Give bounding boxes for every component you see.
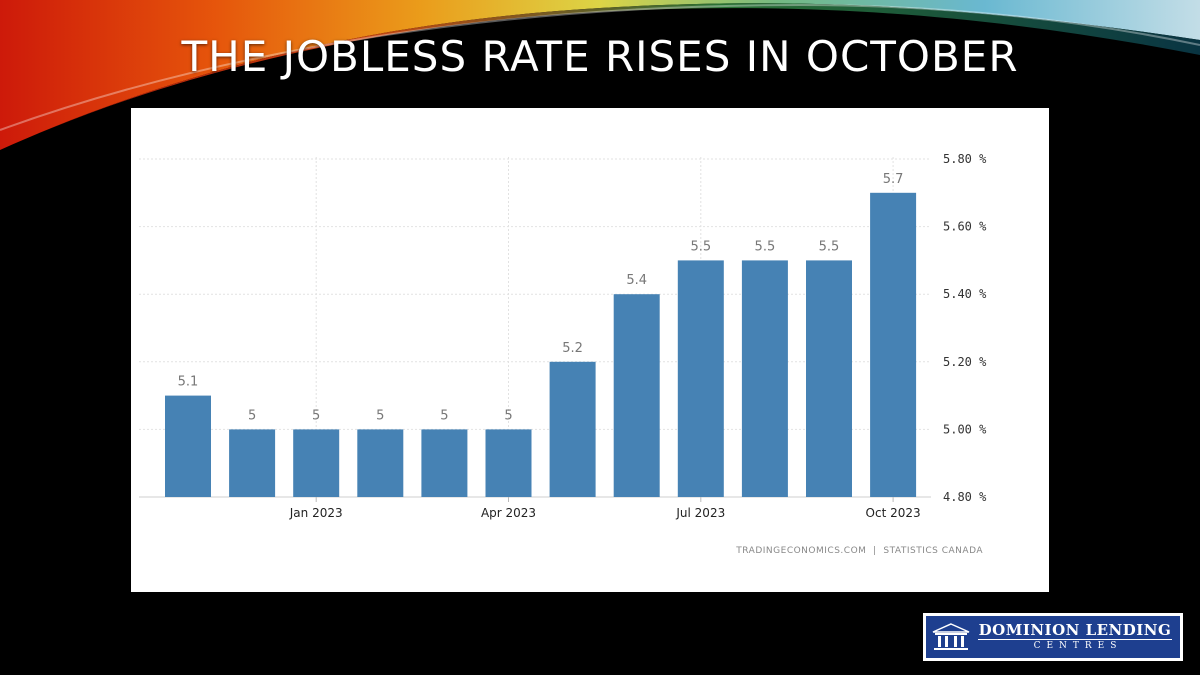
x-tick-label: Jan 2023: [289, 506, 343, 520]
data-label: 5: [376, 408, 384, 423]
x-tick-label: Jul 2023: [675, 506, 725, 520]
y-axis-ticks: 4.80 % 5.00 % 5.20 % 5.40 % 5.60 % 5.80 %: [943, 152, 987, 504]
data-label: 5.5: [819, 239, 840, 254]
data-label: 5.4: [626, 273, 647, 288]
chart-source: TRADINGECONOMICS.COM | STATISTICS CANADA: [735, 546, 983, 556]
data-labels: 5.1 5 5 5 5 5 5.2 5.4 5.5 5.5 5.5 5.7: [178, 172, 904, 424]
data-label: 5.2: [562, 341, 583, 356]
bar-may-2023: [549, 361, 596, 497]
y-tick-label: 5.60 %: [943, 220, 987, 234]
y-tick-label: 5.20 %: [943, 355, 987, 369]
dominion-lending-logo: DOMINION LENDING CENTRES: [923, 613, 1183, 661]
x-tick-label: Apr 2023: [481, 506, 536, 520]
bars: [165, 192, 917, 498]
data-label: 5: [312, 408, 320, 423]
y-tick-label: 5.00 %: [943, 422, 987, 436]
bar-sep-2023: [806, 260, 852, 497]
bar-jan-2023: [293, 429, 340, 497]
bar-apr-2023: [485, 429, 532, 497]
data-label: 5: [248, 408, 256, 423]
bar-jun-2023: [613, 294, 660, 497]
logo-subtitle: CENTRES: [1033, 641, 1123, 651]
data-label: 5: [440, 408, 448, 423]
logo-name: DOMINION LENDING: [978, 621, 1172, 640]
data-label: 5.7: [883, 172, 904, 187]
bar-nov-2022: [165, 395, 211, 497]
data-label: 5: [504, 408, 512, 423]
x-tick-label: Oct 2023: [866, 506, 921, 520]
bar-aug-2023: [741, 260, 788, 497]
data-label: 5.5: [755, 239, 776, 254]
y-tick-label: 5.80 %: [943, 152, 987, 166]
bar-mar-2023: [421, 429, 468, 497]
chart-panel: 5.1 5 5 5 5 5 5.2 5.4 5.5 5.5 5.5 5.7 4.80 % 5.00 % 5…: [131, 108, 1049, 592]
bar-dec-2022: [229, 429, 276, 497]
bar-chart: 5.1 5 5 5 5 5 5.2 5.4 5.5 5.5 5.5 5.7 4.80 % 5.00 % 5…: [139, 152, 987, 556]
x-axis-ticks: Jan 2023 Apr 2023 Jul 2023 Oct 2023: [289, 497, 921, 520]
y-tick-label: 4.80 %: [943, 490, 987, 504]
data-label: 5.5: [690, 239, 711, 254]
bar-feb-2023: [357, 429, 404, 497]
building-columns-icon: [926, 616, 976, 658]
bar-jul-2023: [677, 260, 724, 497]
slide-title: THE JOBLESS RATE RISES IN OCTOBER: [181, 32, 1019, 81]
bar-oct-2023: [870, 192, 917, 498]
y-tick-label: 5.40 %: [943, 287, 987, 301]
data-label: 5.1: [178, 375, 199, 390]
